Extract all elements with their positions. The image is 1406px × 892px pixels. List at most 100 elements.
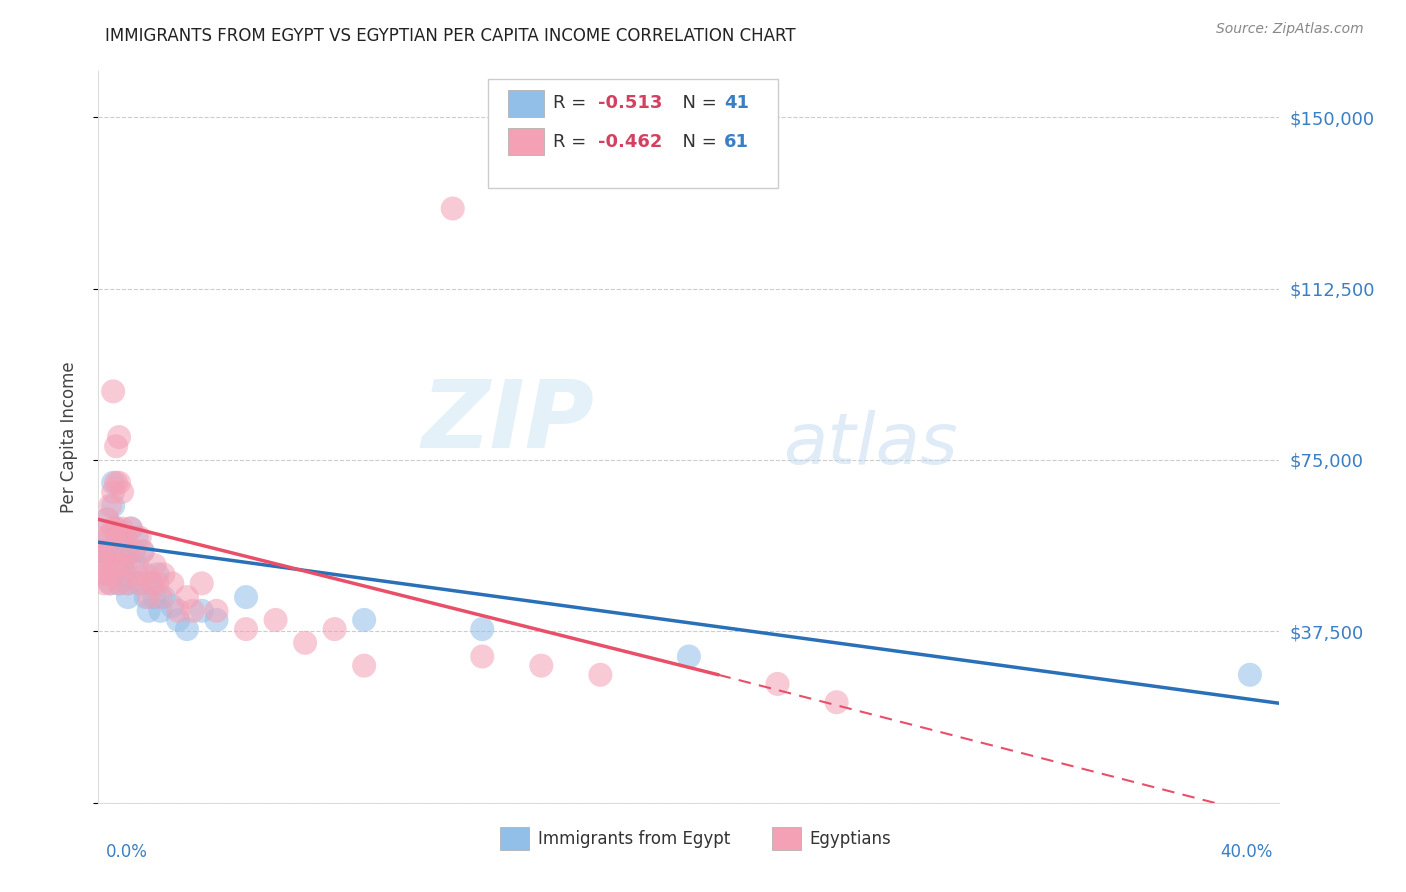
Point xyxy=(132,544,155,558)
Point xyxy=(90,558,112,573)
Point xyxy=(135,567,157,582)
Point xyxy=(143,558,166,573)
Point xyxy=(105,558,128,573)
Point xyxy=(441,202,464,216)
Text: ZIP: ZIP xyxy=(422,376,595,468)
Text: IMMIGRANTS FROM EGYPT VS EGYPTIAN PER CAPITA INCOME CORRELATION CHART: IMMIGRANTS FROM EGYPT VS EGYPTIAN PER CA… xyxy=(105,27,796,45)
Point xyxy=(162,599,183,614)
Point xyxy=(98,499,121,513)
Point xyxy=(149,590,172,604)
Point xyxy=(530,658,553,673)
Point xyxy=(353,658,375,673)
Point xyxy=(98,576,121,591)
Point xyxy=(125,567,148,582)
Point xyxy=(678,649,700,664)
Point xyxy=(143,590,166,604)
Point xyxy=(181,604,204,618)
Point xyxy=(235,622,257,636)
Text: N =: N = xyxy=(671,94,723,112)
Point xyxy=(111,531,134,545)
Point xyxy=(108,576,131,591)
Point xyxy=(103,499,125,513)
Point xyxy=(105,558,128,573)
Text: R =: R = xyxy=(553,94,592,112)
Point xyxy=(825,695,848,709)
Point xyxy=(105,521,128,535)
Point xyxy=(264,613,287,627)
Point xyxy=(105,439,128,453)
Point xyxy=(167,604,190,618)
Text: Immigrants from Egypt: Immigrants from Egypt xyxy=(537,830,730,847)
Point xyxy=(93,531,115,545)
Point xyxy=(117,590,139,604)
Point xyxy=(162,576,183,591)
Y-axis label: Per Capita Income: Per Capita Income xyxy=(59,361,77,513)
Point xyxy=(146,576,169,591)
Point xyxy=(138,590,160,604)
Point xyxy=(98,544,121,558)
Text: -0.462: -0.462 xyxy=(598,133,662,152)
Point xyxy=(96,512,118,526)
Point xyxy=(111,558,134,573)
Text: 41: 41 xyxy=(724,94,749,112)
Point xyxy=(114,567,136,582)
Point xyxy=(111,521,134,535)
Point xyxy=(294,636,316,650)
Point xyxy=(152,567,174,582)
Point xyxy=(120,521,142,535)
Point xyxy=(205,613,228,627)
FancyBboxPatch shape xyxy=(501,827,530,850)
Point xyxy=(108,576,131,591)
Point xyxy=(93,544,115,558)
Point xyxy=(122,544,145,558)
Point xyxy=(191,576,214,591)
Text: Egyptians: Egyptians xyxy=(810,830,891,847)
Point xyxy=(90,544,112,558)
Point xyxy=(235,590,257,604)
Point xyxy=(96,531,118,545)
Point xyxy=(128,576,150,591)
Point xyxy=(108,430,131,444)
Point xyxy=(1239,667,1261,681)
Point xyxy=(103,475,125,490)
Point xyxy=(108,531,131,545)
Point xyxy=(103,558,125,573)
Point xyxy=(103,384,125,399)
Text: R =: R = xyxy=(553,133,592,152)
Text: 0.0%: 0.0% xyxy=(105,843,148,861)
Point xyxy=(141,576,163,591)
Text: atlas: atlas xyxy=(783,410,957,479)
Point xyxy=(117,576,139,591)
Point xyxy=(135,590,157,604)
Point xyxy=(96,567,118,582)
Point xyxy=(141,576,163,591)
Point xyxy=(93,576,115,591)
Text: Source: ZipAtlas.com: Source: ZipAtlas.com xyxy=(1216,22,1364,37)
Point xyxy=(146,567,169,582)
Point xyxy=(125,531,148,545)
Point xyxy=(98,576,121,591)
Point xyxy=(205,604,228,618)
Point xyxy=(111,558,134,573)
Point xyxy=(323,622,346,636)
Point xyxy=(471,622,494,636)
Text: 40.0%: 40.0% xyxy=(1220,843,1272,861)
Point xyxy=(114,531,136,545)
Point xyxy=(138,604,160,618)
Point xyxy=(353,613,375,627)
Point xyxy=(103,484,125,499)
Point xyxy=(167,613,190,627)
Point xyxy=(90,544,112,558)
Point xyxy=(132,544,155,558)
Point xyxy=(128,531,150,545)
Point xyxy=(191,604,214,618)
Point xyxy=(766,677,789,691)
Point xyxy=(125,558,148,573)
Point xyxy=(122,544,145,558)
Point xyxy=(105,521,128,535)
Point xyxy=(96,531,118,545)
Point xyxy=(152,590,174,604)
Point xyxy=(471,649,494,664)
Point xyxy=(149,604,172,618)
Point xyxy=(96,512,118,526)
